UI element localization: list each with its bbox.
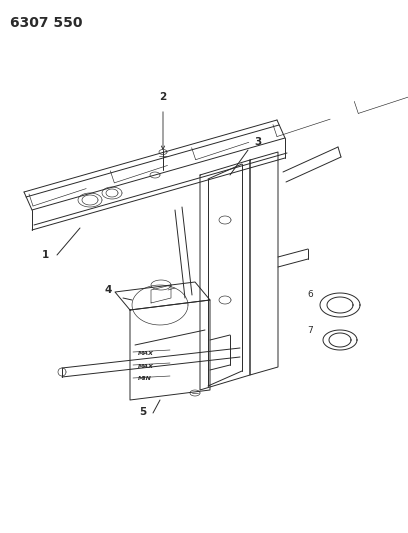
Text: 3: 3 (254, 137, 262, 147)
Text: 2: 2 (160, 92, 166, 102)
Text: 6307 550: 6307 550 (10, 16, 82, 30)
Text: 6: 6 (307, 290, 313, 299)
Text: 4: 4 (104, 285, 112, 295)
Text: MIN: MIN (138, 376, 152, 381)
Text: 7: 7 (307, 326, 313, 335)
Text: 5: 5 (140, 407, 146, 417)
Text: 1: 1 (41, 250, 49, 260)
Text: MAX: MAX (138, 351, 154, 356)
Text: MAX: MAX (138, 364, 154, 369)
